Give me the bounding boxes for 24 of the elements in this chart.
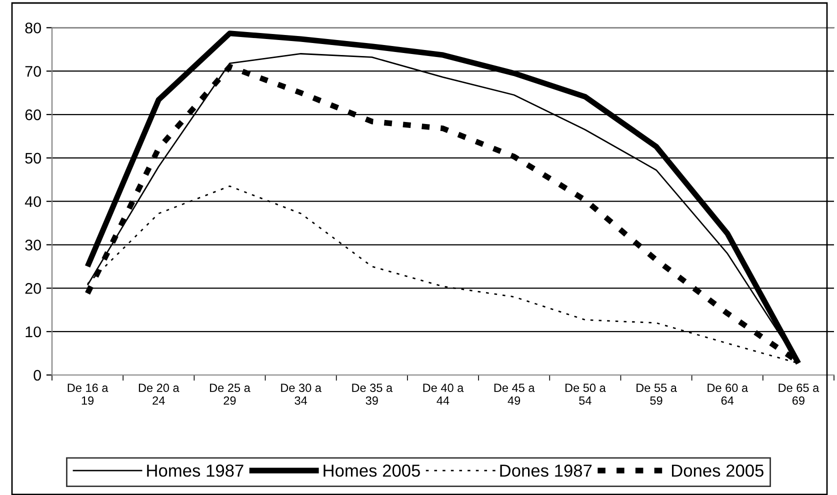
x-tick-label: De 25 a 29 xyxy=(210,384,250,405)
y-tick-label: 40 xyxy=(24,196,41,208)
x-tick-label: De 35 a 39 xyxy=(352,384,393,405)
x-tick-label: De 65 a 69 xyxy=(778,384,820,405)
x-tick-label: De 16 a 19 xyxy=(68,384,108,405)
legend-label: Dones 2005 xyxy=(672,464,764,477)
legend-label: Dones 1987 xyxy=(500,464,592,477)
x-tick-label: De 50 a 54 xyxy=(565,384,606,405)
y-tick-label: 50 xyxy=(25,152,41,164)
y-tick-label: 0 xyxy=(34,370,41,381)
y-tick-label: 10 xyxy=(26,326,41,338)
x-tick-label: De 55 a 59 xyxy=(636,384,677,405)
y-tick-label: 60 xyxy=(25,109,41,120)
x-tick-label: De 45 a 49 xyxy=(494,384,535,405)
x-tick-label: De 30 a 34 xyxy=(281,384,322,405)
legend-label: Homes 2005 xyxy=(324,464,420,477)
y-tick-label: 70 xyxy=(25,66,41,77)
legend-label: Homes 1987 xyxy=(147,464,244,477)
y-tick-label: 30 xyxy=(25,240,41,250)
x-tick-label: De 60 a 64 xyxy=(708,384,748,405)
y-tick-label: 80 xyxy=(25,22,41,34)
y-tick-label: 20 xyxy=(25,283,41,294)
x-tick-label: De 20 a 24 xyxy=(138,384,180,405)
x-tick-label: De 40 a 44 xyxy=(423,384,464,405)
